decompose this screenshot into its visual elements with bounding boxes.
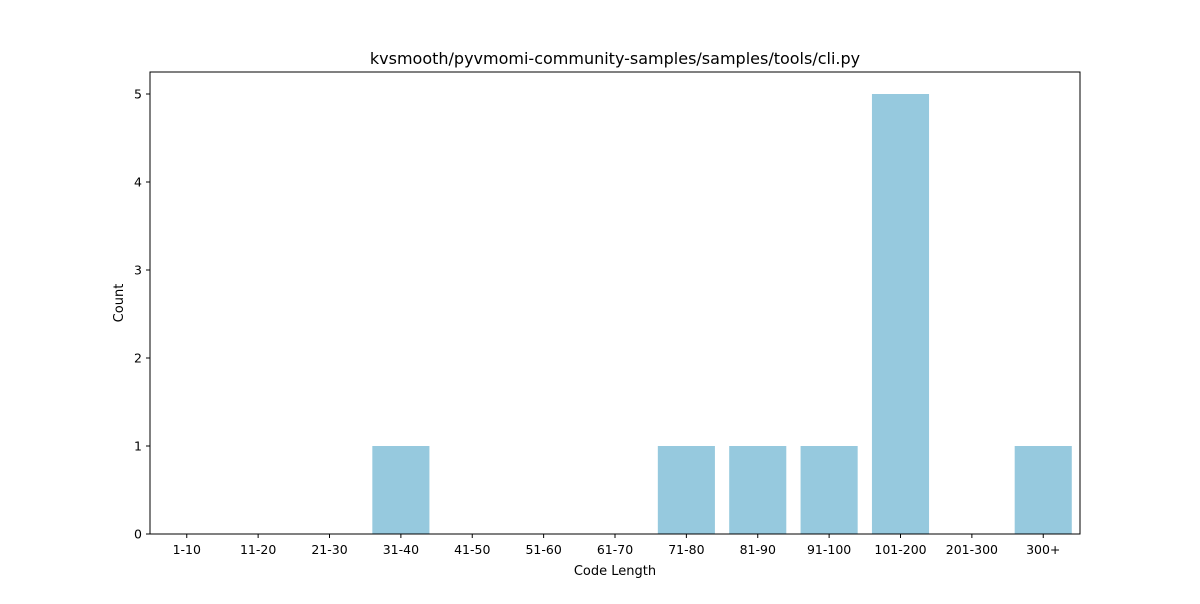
x-tick-label: 21-30 <box>311 542 347 557</box>
plot-frame <box>149 71 1081 535</box>
bar-81-90 <box>729 446 787 534</box>
bars-layer <box>372 94 1072 534</box>
y-axis: 0 1 2 3 4 5 <box>134 87 150 542</box>
x-tick-label: 201-300 <box>946 542 998 557</box>
y-tick-label: 4 <box>134 175 142 190</box>
x-axis-label: Code Length <box>574 564 656 579</box>
chart-title: kvsmooth/pyvmomi-community-samples/sampl… <box>370 49 860 68</box>
x-tick-label: 81-90 <box>740 542 776 557</box>
x-tick-label: 71-80 <box>668 542 704 557</box>
bar-101-200 <box>871 94 930 534</box>
x-tick-label: 41-50 <box>454 542 490 557</box>
y-tick-label: 1 <box>134 439 142 454</box>
x-tick-label: 1-10 <box>173 542 201 557</box>
y-tick-label: 3 <box>134 263 142 278</box>
x-tick-label: 101-200 <box>874 542 926 557</box>
bar-91-100 <box>800 446 858 534</box>
bar-300+ <box>1014 446 1072 534</box>
x-tick-label: 61-70 <box>597 542 633 557</box>
x-tick-label: 51-60 <box>525 542 561 557</box>
x-tick-label: 300+ <box>1026 542 1060 557</box>
y-axis-label: Count <box>112 284 127 323</box>
y-tick-label: 0 <box>134 527 142 542</box>
x-tick-label: 11-20 <box>240 542 276 557</box>
bar-71-80 <box>657 446 715 534</box>
x-tick-label: 91-100 <box>807 542 851 557</box>
x-tick-label: 31-40 <box>383 542 419 557</box>
y-tick-label: 2 <box>134 351 142 366</box>
x-axis: 1-10 11-20 21-30 31-40 41-50 51-60 61-70 71-80 8… <box>173 534 1060 557</box>
y-tick-label: 5 <box>134 87 142 102</box>
bar-31-40 <box>372 446 430 534</box>
